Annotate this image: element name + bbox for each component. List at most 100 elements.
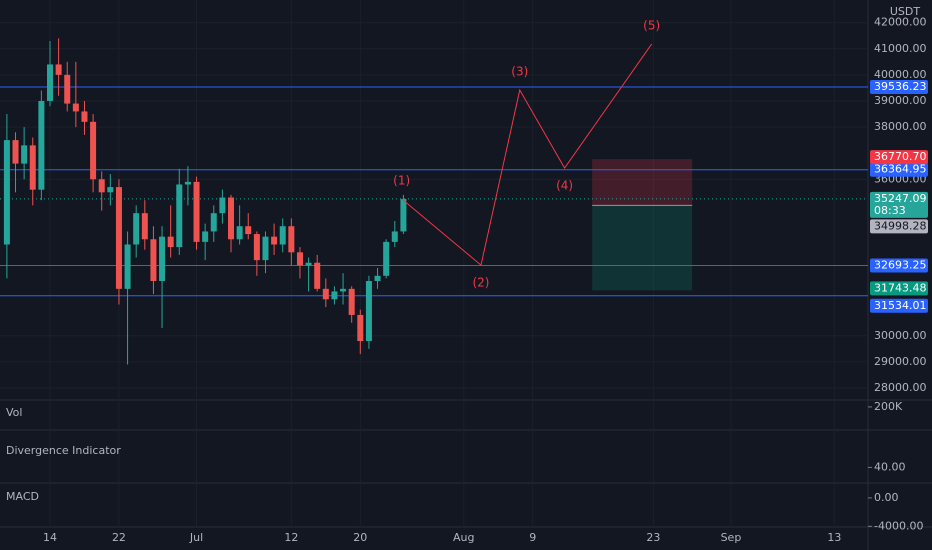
x-tick-label: 22 — [112, 531, 126, 544]
candle-body — [193, 181, 200, 242]
pane-tick-label: 200K — [874, 400, 903, 413]
last-price-bg — [870, 191, 928, 218]
price-label: 36770.70 — [874, 150, 927, 163]
price-label: 34998.28 — [874, 219, 927, 232]
candle-body — [348, 288, 355, 315]
candle-body — [29, 145, 36, 190]
price-label-bg — [870, 79, 928, 94]
x-tick-label: 20 — [353, 531, 367, 544]
y-tick-label: 40000.00 — [874, 68, 927, 81]
wave-label: (3) — [511, 65, 528, 79]
pane-title: Divergence Indicator — [6, 444, 121, 457]
x-tick-label: 12 — [284, 531, 298, 544]
candle-body — [314, 262, 321, 289]
candle-body — [46, 64, 53, 101]
price-label-bg — [870, 281, 928, 296]
y-tick-label: 28000.00 — [874, 381, 927, 394]
candle-body — [107, 187, 114, 193]
price-label: 31743.48 — [874, 281, 927, 294]
wave-label: (5) — [643, 19, 660, 33]
pane-title: Vol — [6, 406, 22, 419]
candle-body — [72, 103, 79, 112]
candle-body — [219, 197, 226, 214]
pane-tick-label: 40.00 — [874, 460, 906, 473]
candle-body — [271, 236, 278, 245]
y-tick-label: 30000.00 — [874, 329, 927, 342]
candle-body — [340, 288, 347, 292]
y-tick-label: 41000.00 — [874, 42, 927, 55]
candle-body — [98, 179, 105, 193]
candle-body — [365, 281, 372, 342]
y-tick-label: 39000.00 — [874, 94, 927, 107]
price-label-bg — [870, 298, 928, 313]
candle-body — [210, 213, 217, 232]
candle-body — [81, 111, 88, 122]
candle-body — [133, 213, 140, 245]
target-zone — [592, 205, 693, 291]
candle-body — [357, 314, 364, 342]
wave-label: (2) — [472, 276, 489, 290]
candle-body — [391, 231, 398, 242]
candle-body — [262, 236, 269, 261]
candle-body — [115, 187, 122, 289]
x-tick-label: 23 — [646, 531, 660, 544]
pane-tick-label: 0.00 — [874, 491, 899, 504]
y-tick-label: 38000.00 — [874, 120, 927, 133]
candle-body — [400, 198, 407, 232]
y-tick-label: 29000.00 — [874, 355, 927, 368]
x-tick-label: Aug — [453, 531, 474, 544]
candle-body — [90, 121, 97, 180]
price-label: 31534.01 — [874, 299, 927, 312]
currency: USDT — [890, 5, 921, 18]
x-tick-label: Jul — [189, 531, 203, 544]
price-label: 32693.25 — [874, 259, 927, 272]
candle-body — [167, 236, 174, 248]
last-price-label: 35247.09 — [874, 192, 927, 205]
countdown: 08:33 — [874, 204, 906, 217]
candle-body — [288, 226, 295, 253]
candle-body — [331, 291, 338, 300]
candle-body — [3, 140, 10, 245]
price-label-bg — [870, 162, 928, 177]
candle-body — [202, 231, 209, 242]
candle-body — [296, 252, 303, 266]
x-tick-label: 9 — [529, 531, 536, 544]
candle-body — [236, 226, 243, 240]
x-tick-label: 14 — [43, 531, 57, 544]
stop-zone — [592, 159, 693, 206]
candle-body — [176, 184, 183, 248]
pane-title: MACD — [6, 490, 39, 503]
price-label: 39536.23 — [874, 80, 927, 93]
candle-body — [245, 226, 252, 235]
x-tick-label: 13 — [827, 531, 841, 544]
candle-body — [64, 74, 71, 104]
pane-tick-label: -4000.00 — [874, 519, 923, 532]
candle-body — [21, 145, 28, 164]
wave-label: (4) — [556, 179, 573, 193]
y-tick-label: 42000.00 — [874, 16, 927, 29]
candle-body — [12, 140, 19, 164]
candle-body — [383, 241, 390, 276]
price-label-bg — [870, 258, 928, 273]
candle-body — [228, 197, 235, 240]
price-label-bg — [870, 150, 928, 165]
price-label-bg — [870, 219, 928, 234]
price-label: 36364.95 — [874, 163, 927, 176]
candle-body — [159, 236, 166, 282]
wave-label: (1) — [393, 173, 410, 187]
candle-body — [184, 181, 191, 185]
candle-body — [305, 262, 312, 266]
wave-line — [401, 43, 653, 267]
candle-body — [150, 239, 157, 282]
candle-body — [253, 234, 260, 261]
x-tick-label: Sep — [721, 531, 742, 544]
candle-body — [374, 275, 381, 282]
candle-body — [38, 100, 45, 190]
candle-body — [279, 226, 286, 245]
candle-body — [141, 213, 148, 240]
candle-body — [322, 288, 329, 300]
candle-body — [124, 244, 131, 289]
